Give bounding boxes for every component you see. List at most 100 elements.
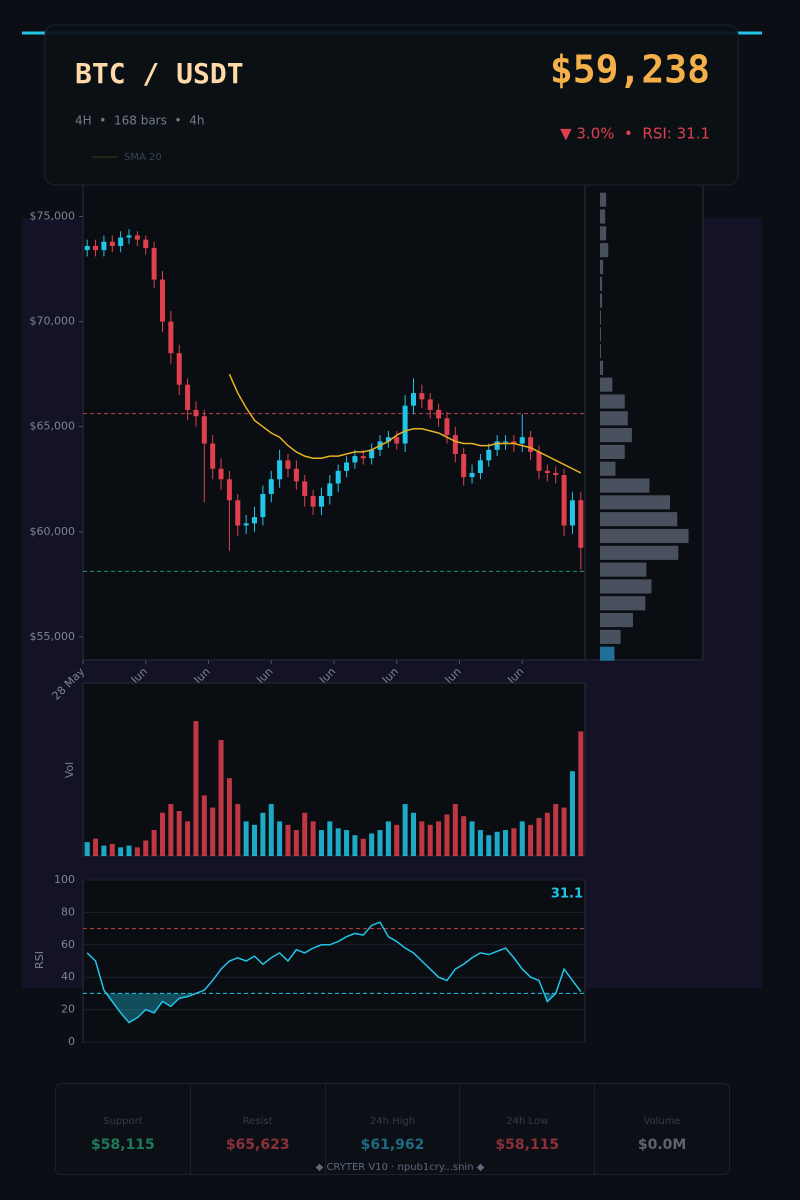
candle-body: [369, 449, 375, 459]
candle-body: [469, 472, 475, 478]
volume-bar: [159, 812, 165, 856]
profile-layer: [600, 192, 689, 661]
volume-bar: [109, 843, 115, 856]
volume-bar: [118, 847, 124, 856]
volume-bar: [486, 835, 492, 856]
volume-bar: [578, 731, 584, 856]
volume-layer: Vol: [63, 721, 584, 856]
candle-body: [528, 437, 534, 452]
volume-bar: [369, 833, 375, 856]
profile-bar: [600, 579, 652, 594]
candle-body: [519, 437, 525, 444]
volume-bar: [436, 821, 442, 856]
price-panel: [82, 184, 586, 661]
candle-body: [310, 496, 316, 507]
volume-bar: [561, 807, 567, 856]
profile-bar: [600, 629, 621, 644]
volume-bar: [201, 795, 207, 856]
volume-bar: [335, 828, 341, 856]
candle-body: [569, 500, 575, 526]
profile-bar: [600, 276, 603, 291]
candle-body: [302, 481, 308, 497]
volume-bar: [126, 845, 132, 856]
volume-bar: [553, 804, 559, 856]
profile-bar: [600, 209, 606, 224]
candle-body: [452, 435, 458, 455]
volume-bar: [252, 824, 258, 856]
stat-label: Resist: [242, 1116, 273, 1127]
volume-bar: [226, 778, 232, 856]
candle-body: [193, 409, 199, 417]
candle-body: [344, 462, 350, 471]
volume-panel: [82, 682, 586, 857]
y-tick-label: 60: [61, 938, 75, 951]
y-tick-label: 20: [61, 1003, 75, 1016]
candle-body: [277, 460, 283, 480]
candle-body: [285, 460, 291, 469]
volume-bar: [235, 804, 241, 856]
rsi-layer: 0 20 40 60 80 100 31.1 RSI: [33, 873, 585, 1048]
profile-bar: [600, 360, 604, 375]
volume-bar: [544, 812, 550, 856]
volume-bar: [494, 831, 500, 856]
profile-bar: [600, 327, 602, 342]
volume-bar: [84, 842, 90, 856]
candle-body: [544, 470, 550, 473]
volume-bar: [218, 740, 224, 856]
stat-cell: Resist $65,623: [191, 1084, 326, 1174]
pair-title: BTC / USDT: [75, 57, 244, 90]
stat-label: Volume: [643, 1116, 681, 1127]
candle-body: [461, 454, 467, 478]
volume-bar: [268, 804, 274, 856]
candle-body: [419, 393, 425, 400]
y-tick-label: $60,000: [30, 525, 76, 538]
volume-bar: [402, 804, 408, 856]
volume-bar: [168, 804, 174, 856]
volume-bar: [385, 821, 391, 856]
candle-body: [561, 475, 567, 526]
rsi-line: [86, 921, 582, 1024]
candle-body: [503, 441, 509, 443]
price: $59,238: [550, 48, 710, 92]
volume-bar: [503, 830, 509, 856]
candle-body: [536, 451, 542, 471]
legend-label: SMA 20: [124, 152, 162, 163]
candle-body: [427, 399, 433, 410]
y-tick-label: $65,000: [30, 420, 76, 433]
stat-value: $58,115: [91, 1137, 155, 1153]
volume-bar: [528, 824, 534, 856]
volume-bar: [101, 845, 107, 856]
candle-body: [126, 235, 132, 238]
candle-body: [352, 456, 358, 463]
volume-bar: [377, 830, 383, 856]
candle-body: [486, 449, 492, 461]
candle-body: [226, 479, 232, 501]
y-axis-label: RSI: [33, 951, 46, 969]
profile-bar: [600, 293, 603, 308]
profile-bar: [600, 377, 613, 392]
candle-body: [218, 468, 224, 480]
profile-bar: [600, 394, 625, 409]
volume-bar: [427, 824, 433, 856]
volume-bar: [444, 814, 450, 856]
stat-value: $0.0M: [637, 1137, 687, 1153]
volume-bar: [134, 847, 140, 856]
rsi-last: 31.1: [551, 887, 583, 902]
profile-bar: [600, 259, 604, 275]
volume-bar: [419, 821, 425, 856]
footer: ◆ CRYTER V10 · npub1cry...snin ◆: [315, 1162, 485, 1173]
volume-bar: [519, 821, 525, 856]
candle-body: [578, 500, 584, 548]
volume-bar: [352, 835, 358, 856]
candle-body: [327, 483, 333, 497]
volume-bar: [93, 838, 99, 856]
candle-body: [402, 405, 408, 444]
profile-bar: [600, 646, 615, 661]
stat-cell: Volume $0.0M: [595, 1084, 729, 1174]
y-tick-label: $70,000: [30, 315, 76, 328]
change-line: ▼ 3.0% • RSI: 31.1: [560, 125, 710, 143]
profile-bar: [600, 310, 602, 325]
candle-body: [93, 245, 99, 251]
volume-bar: [243, 821, 249, 856]
